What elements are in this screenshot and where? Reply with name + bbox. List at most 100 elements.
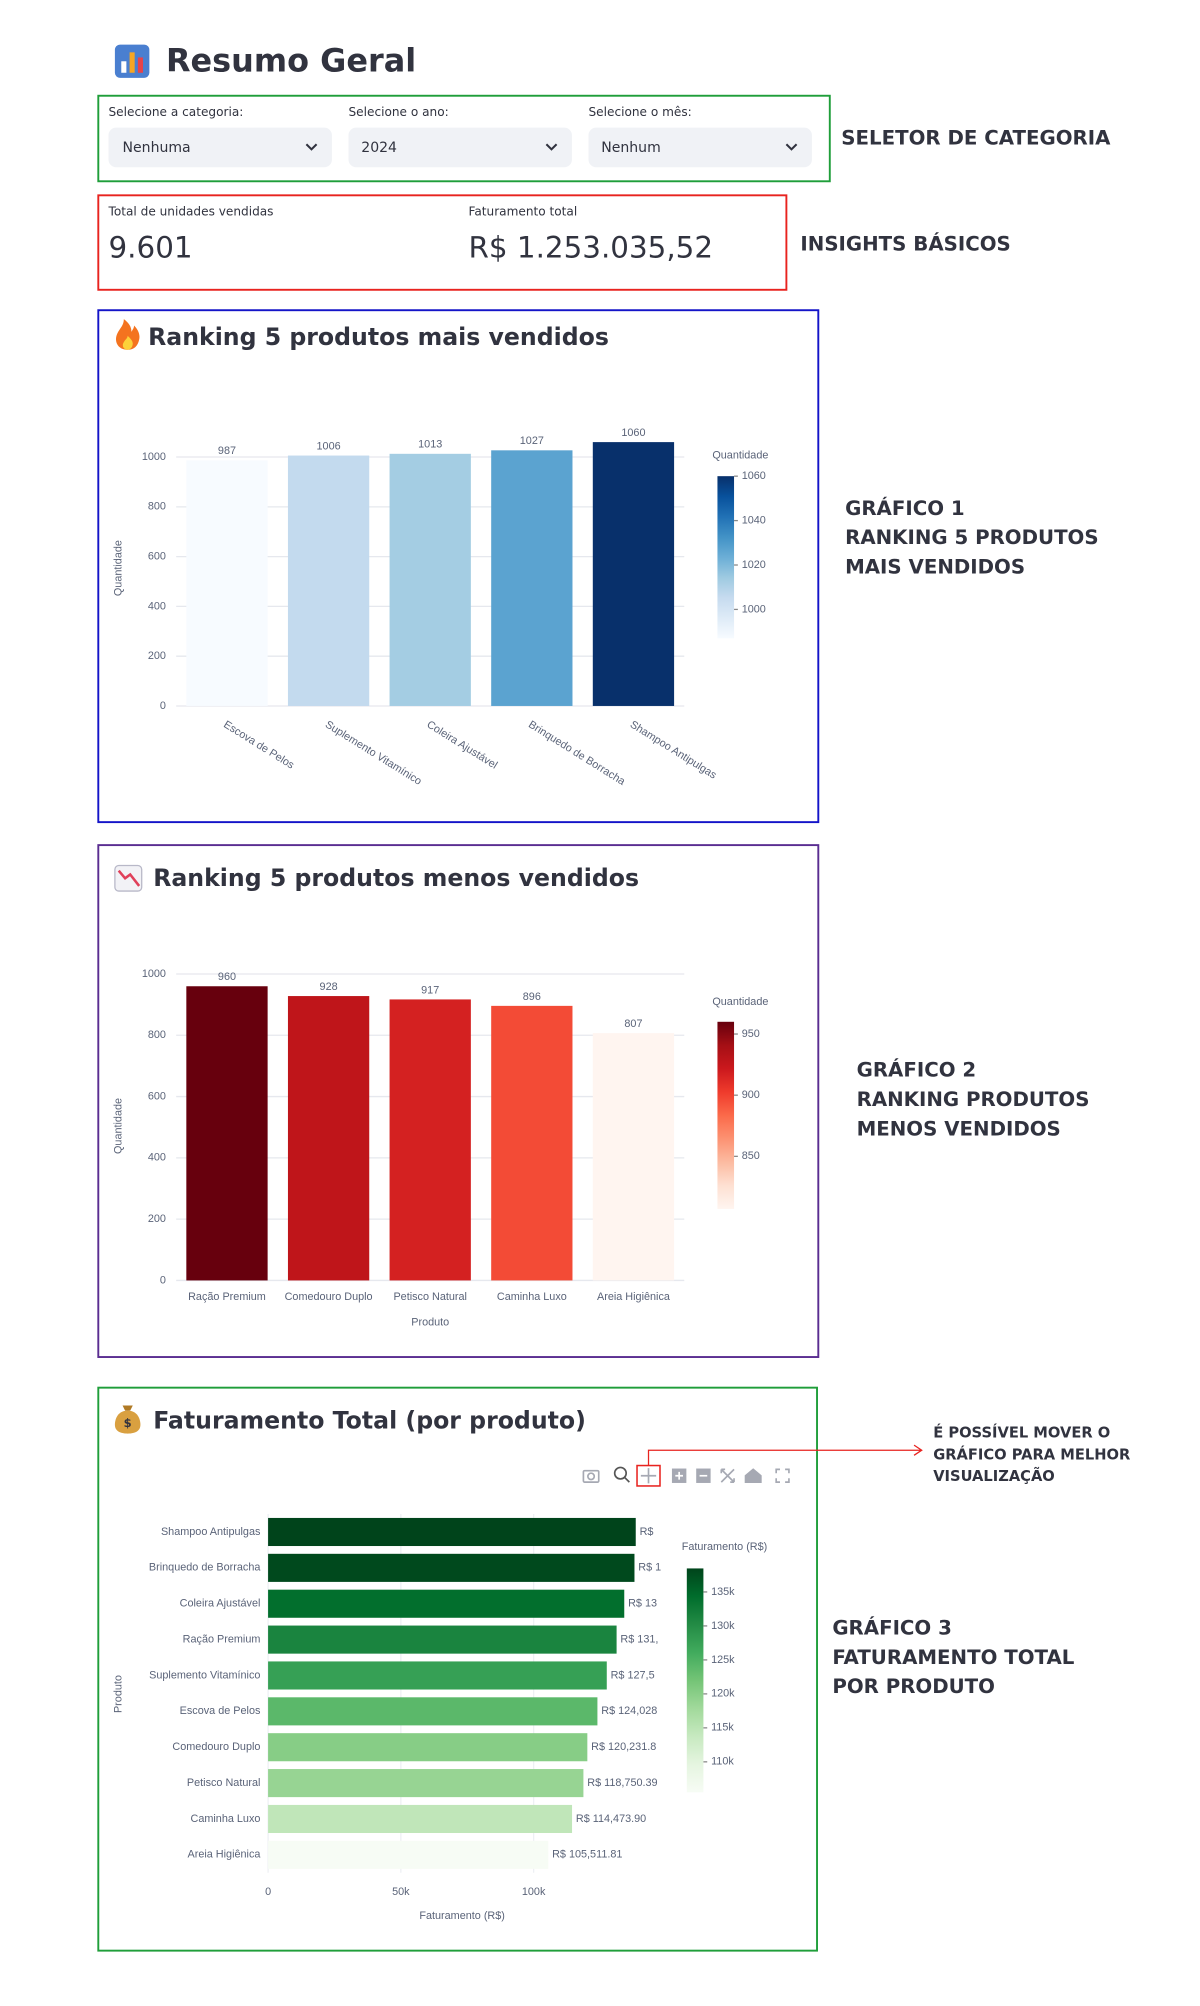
y-tick-label: 600 <box>148 1090 166 1102</box>
select-value[interactable]: 2024 <box>361 140 397 156</box>
y-tick-label: Ração Premium <box>183 1633 261 1645</box>
annotation-line: GRÁFICO PARA MELHOR <box>933 1445 1130 1463</box>
x-tick-label: Escova de Pelos <box>221 719 296 772</box>
value-label: R$ 124,028 <box>601 1705 657 1717</box>
bar <box>268 1769 584 1798</box>
bar <box>268 1553 635 1582</box>
y-tick-label: Petisco Natural <box>187 1777 261 1789</box>
annotation-line: FATURAMENTO TOTAL <box>832 1646 1074 1669</box>
value-label: R$ 105,511.81 <box>552 1849 622 1861</box>
annotation-line: RANKING PRODUTOS <box>857 1088 1090 1111</box>
metric-value: 9.601 <box>109 230 193 264</box>
value-label: 960 <box>218 971 236 983</box>
annotation: GRÁFICO 3 FATURAMENTO TOTAL POR PRODUTO <box>832 1616 1074 1698</box>
value-label: 987 <box>218 445 236 457</box>
value-label: R$ 118,750.39 <box>587 1777 657 1789</box>
annotation: SELETOR DE CATEGORIA <box>841 127 1111 150</box>
toolbar-zoom-out[interactable] <box>696 1468 711 1483</box>
toolbar-fullscreen[interactable] <box>775 1468 790 1483</box>
toolbar-autoscale[interactable] <box>720 1468 735 1483</box>
colorbar-tick-label: 1060 <box>742 470 766 482</box>
colorbar-tick-label: 950 <box>742 1028 760 1040</box>
page-title: Resumo Geral <box>166 42 416 80</box>
colorbar-title: Quantidade <box>712 450 768 462</box>
x-tick-label: Petisco Natural <box>393 1291 467 1303</box>
x-tick-label: Brinquedo de Borracha <box>526 719 628 789</box>
colorbar-tick-label: 125k <box>711 1654 735 1666</box>
value-label: 917 <box>421 984 439 996</box>
annotation: GRÁFICO 1 RANKING 5 PRODUTOS MAIS VENDID… <box>845 497 1098 579</box>
annotation: GRÁFICO 2 RANKING PRODUTOS MENOS VENDIDO… <box>857 1059 1090 1141</box>
bar <box>491 450 573 706</box>
header-icon <box>114 44 150 78</box>
toolbar-zoom[interactable] <box>613 1466 630 1483</box>
y-tick-label: 1000 <box>142 968 166 980</box>
annotation-arrow <box>647 1444 923 1466</box>
y-tick-label: Brinquedo de Borracha <box>149 1562 261 1574</box>
value-label: R$ 1 <box>638 1562 661 1574</box>
select-box[interactable] <box>588 127 812 168</box>
colorbar-tick-label: 1040 <box>742 514 766 526</box>
y-tick-label: 400 <box>148 1152 166 1164</box>
colorbar-tick-label: 130k <box>711 1620 735 1632</box>
colorbar-tick-label: 1020 <box>742 559 766 571</box>
toolbar-zoom-in[interactable] <box>671 1468 687 1483</box>
bar <box>268 1733 588 1762</box>
y-tick-label: Suplemento Vitamínico <box>149 1669 260 1681</box>
toolbar-pan[interactable] <box>640 1468 657 1484</box>
toolbar-reset[interactable] <box>744 1468 762 1483</box>
select-value[interactable]: Nenhuma <box>123 140 191 156</box>
fire-icon <box>115 319 140 350</box>
chart-title: Faturamento Total (por produto) <box>153 1407 586 1435</box>
toolbar-camera[interactable] <box>582 1469 600 1483</box>
chart-frame <box>97 309 820 824</box>
x-tick-label: Ração Premium <box>188 1291 266 1303</box>
bar <box>268 1804 573 1834</box>
value-label: 1060 <box>621 427 645 439</box>
bar <box>268 1661 607 1690</box>
y-tick-label: 800 <box>148 501 166 513</box>
bar <box>491 1005 573 1281</box>
y-axis-title: Produto <box>113 1675 125 1713</box>
colorbar-tick-label: 120k <box>711 1688 735 1700</box>
y-axis-title: Quantidade <box>113 1098 125 1154</box>
chart-title: Ranking 5 produtos mais vendidos <box>148 323 609 351</box>
bar <box>268 1589 625 1618</box>
icon-glyph: $ <box>124 1416 132 1430</box>
select-value[interactable]: Nenhum <box>601 140 660 156</box>
value-label: 807 <box>624 1018 642 1030</box>
bar <box>592 1033 675 1281</box>
y-tick-label: Escova de Pelos <box>180 1705 261 1717</box>
x-axis-title: Faturamento (R$) <box>419 1910 505 1922</box>
y-tick-label: 800 <box>148 1029 166 1041</box>
x-tick-label: 100k <box>522 1886 546 1898</box>
metric-label: Faturamento total <box>469 204 578 218</box>
bar <box>592 442 675 706</box>
y-tick-label: Areia Higiênica <box>187 1849 261 1861</box>
annotation-line: RANKING 5 PRODUTOS <box>845 526 1098 549</box>
y-tick-label: 200 <box>148 1213 166 1225</box>
x-tick-label: Coleira Ajustável <box>425 719 500 772</box>
value-label: 896 <box>523 991 541 1003</box>
filter-label: Selecione o mês: <box>589 105 692 119</box>
metric-value: R$ 1.253.035,52 <box>469 230 714 264</box>
bar <box>389 999 471 1281</box>
annotation-line: POR PRODUTO <box>832 1675 995 1698</box>
x-tick-label: Areia Higiênica <box>597 1291 671 1303</box>
annotation-line: MAIS VENDIDOS <box>845 556 1025 579</box>
y-tick-label: 400 <box>148 600 166 612</box>
select-box[interactable] <box>348 127 572 168</box>
value-label: R$ 127,5 <box>611 1669 655 1681</box>
annotation-line: MENOS VENDIDOS <box>857 1117 1061 1140</box>
x-tick-label: 50k <box>392 1886 410 1898</box>
y-tick-label: Comedouro Duplo <box>172 1741 260 1753</box>
colorbar-tick-label: 135k <box>711 1586 735 1598</box>
x-tick-label: Suplemento Vitamínico <box>323 719 424 788</box>
select-box[interactable] <box>108 127 332 168</box>
annotation-line: GRÁFICO 1 <box>845 497 965 520</box>
x-tick-label: Comedouro Duplo <box>285 1291 373 1303</box>
colorbar-tick-label: 900 <box>742 1089 760 1101</box>
y-tick-label: Caminha Luxo <box>190 1813 260 1825</box>
